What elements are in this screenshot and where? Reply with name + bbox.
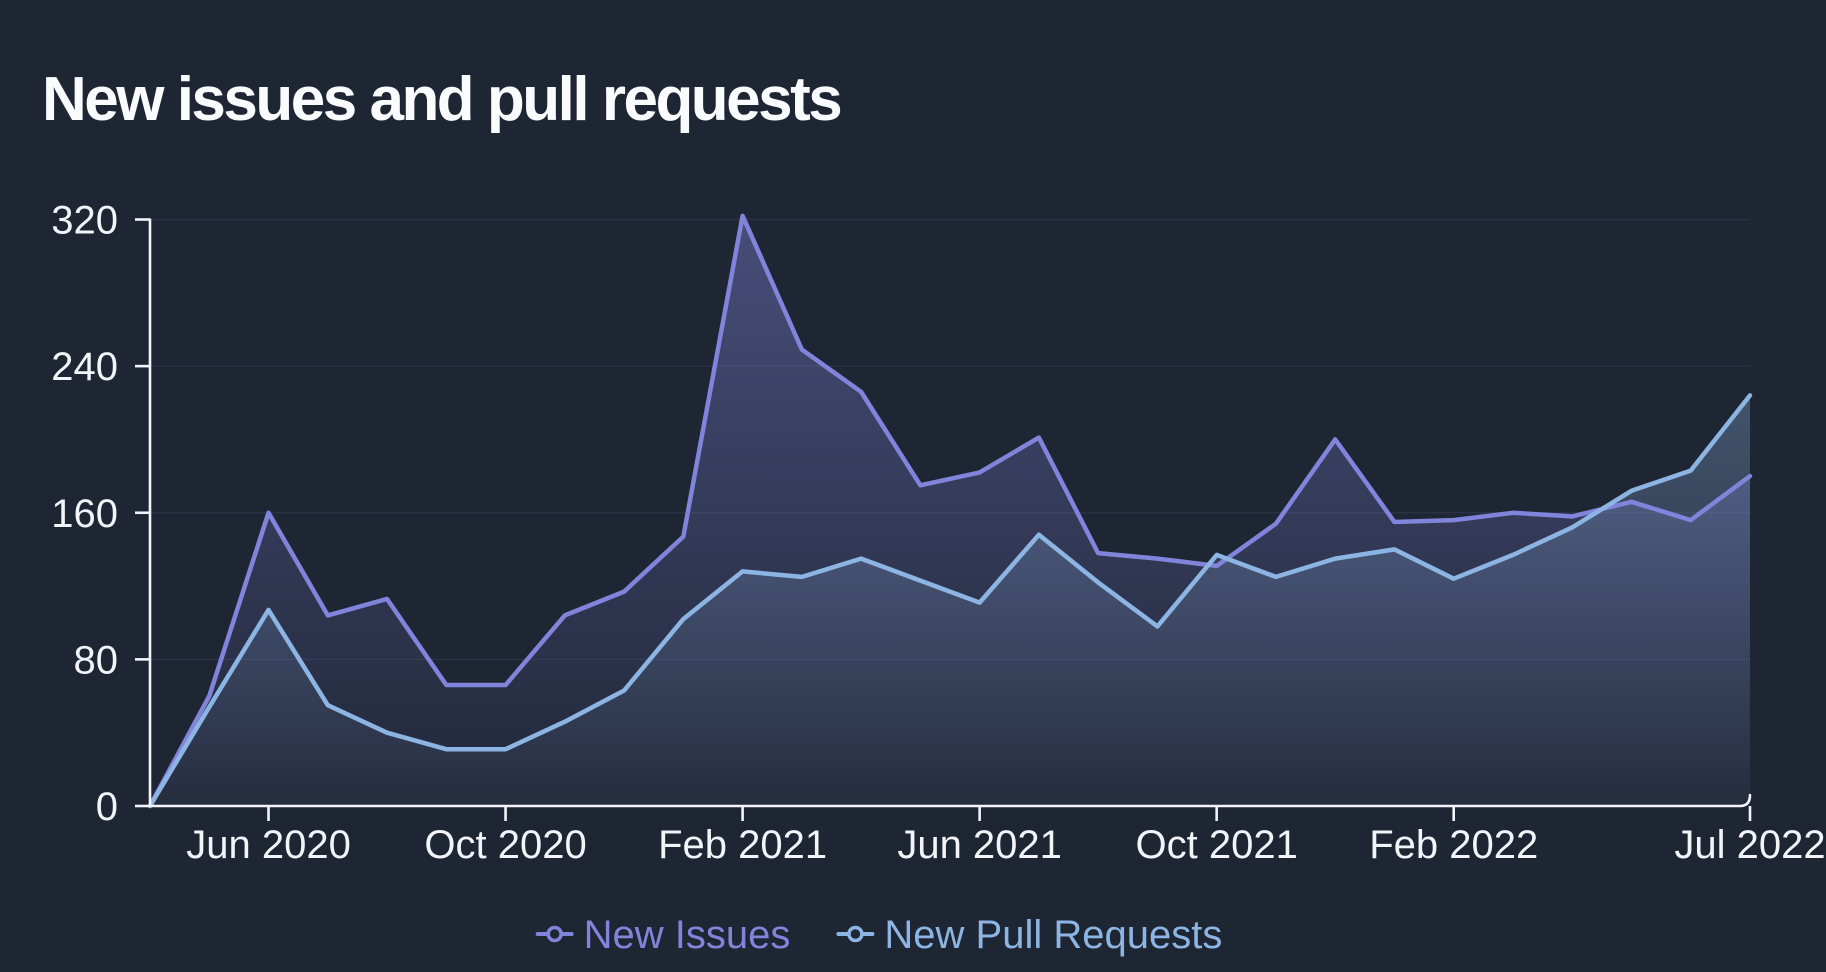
x-tick-label: Feb 2022 xyxy=(1369,823,1538,867)
y-tick-label: 0 xyxy=(96,785,118,829)
legend-marker-circle xyxy=(546,925,563,943)
series-areas xyxy=(150,215,1750,807)
legend-label: New Pull Requests xyxy=(884,913,1222,957)
series-lines xyxy=(147,213,1753,809)
axis-line xyxy=(148,218,1752,808)
line-new-issues xyxy=(147,213,1753,809)
y-tick-label: 320 xyxy=(51,199,118,243)
x-tick-labels: Jun 2020 Oct 2020 Feb 2021 Jun 2021 Oct 2021… xyxy=(186,823,1825,867)
legend-item-new-pull-requests[interactable]: New Pull Requests xyxy=(836,913,1222,957)
x-tick-label: Feb 2021 xyxy=(658,823,827,867)
legend-marker-circle xyxy=(847,925,864,943)
x-tick-label: Jun 2021 xyxy=(897,823,1062,867)
y-tick-label: 240 xyxy=(51,345,118,389)
x-tick-label: Oct 2021 xyxy=(1136,823,1298,867)
y-tick-labels: 0 80 160 240 320 xyxy=(51,199,118,830)
legend-label: New Issues xyxy=(584,913,791,957)
y-tick-label: 80 xyxy=(74,638,119,682)
axes xyxy=(135,218,1752,821)
chart-title: New issues and pull requests xyxy=(42,64,843,134)
y-tick-label: 160 xyxy=(51,492,118,536)
x-tick-label: Jul 2022 xyxy=(1674,823,1825,867)
legend: New Issues New Pull Requests xyxy=(535,913,1222,957)
legend-item-new-issues[interactable]: New Issues xyxy=(535,913,791,957)
area-new-pull-requests xyxy=(150,395,1750,806)
x-tick-label: Oct 2020 xyxy=(424,823,586,867)
line-new-pull-requests xyxy=(147,393,1753,809)
x-tick-label: Jun 2020 xyxy=(186,823,351,867)
